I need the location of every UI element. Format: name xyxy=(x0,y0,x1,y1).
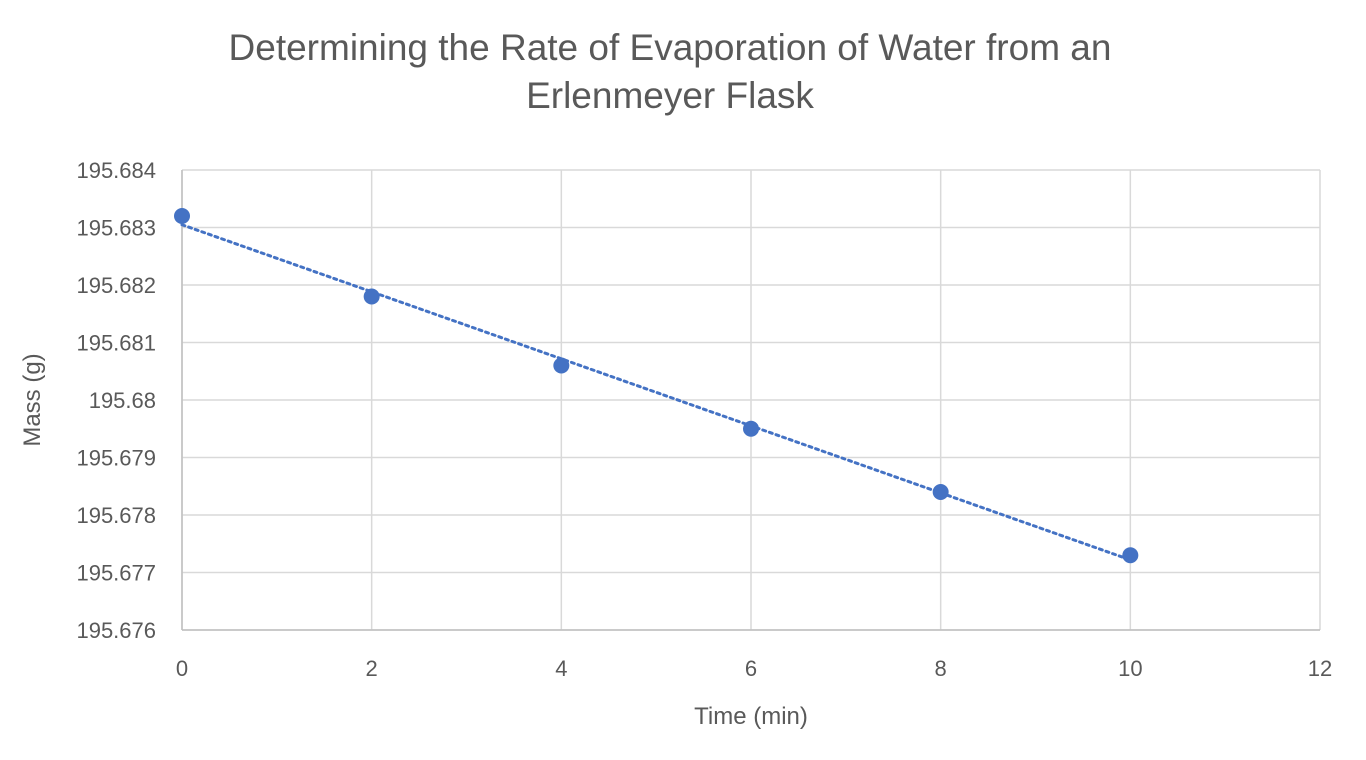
y-axis-title: Mass (g) xyxy=(19,353,46,446)
y-tick-label: 195.682 xyxy=(76,273,156,298)
x-tick-label: 2 xyxy=(366,656,378,681)
data-point xyxy=(174,208,190,224)
y-tick-label: 195.676 xyxy=(76,618,156,643)
data-point xyxy=(363,288,380,305)
data-point xyxy=(743,420,759,437)
y-tick-label: 195.678 xyxy=(76,503,156,528)
y-tick-label: 195.68 xyxy=(89,388,156,413)
x-tick-label: 4 xyxy=(555,656,567,681)
y-tick-label: 195.683 xyxy=(76,216,156,241)
x-axis-title: Time (min) xyxy=(694,703,808,730)
x-tick-label: 8 xyxy=(935,656,947,681)
x-tick-label: 10 xyxy=(1118,656,1142,681)
data-point xyxy=(932,484,949,500)
y-tick-label: 195.677 xyxy=(76,561,156,586)
x-tick-label: 6 xyxy=(745,656,757,681)
trendline xyxy=(180,223,1132,562)
x-tick-label: 0 xyxy=(176,656,188,681)
y-tick-label: 195.684 xyxy=(76,158,156,183)
chart-title-line-1: Determining the Rate of Evaporation of W… xyxy=(228,27,1112,68)
chart-title: Determining the Rate of Evaporation of W… xyxy=(0,24,1340,120)
data-point xyxy=(1122,547,1139,564)
y-tick-label: 195.679 xyxy=(76,446,156,471)
chart-title-line-2: Erlenmeyer Flask xyxy=(526,75,814,116)
x-tick-label: 12 xyxy=(1308,656,1332,681)
data-point xyxy=(553,357,570,374)
y-tick-label: 195.681 xyxy=(76,331,156,356)
